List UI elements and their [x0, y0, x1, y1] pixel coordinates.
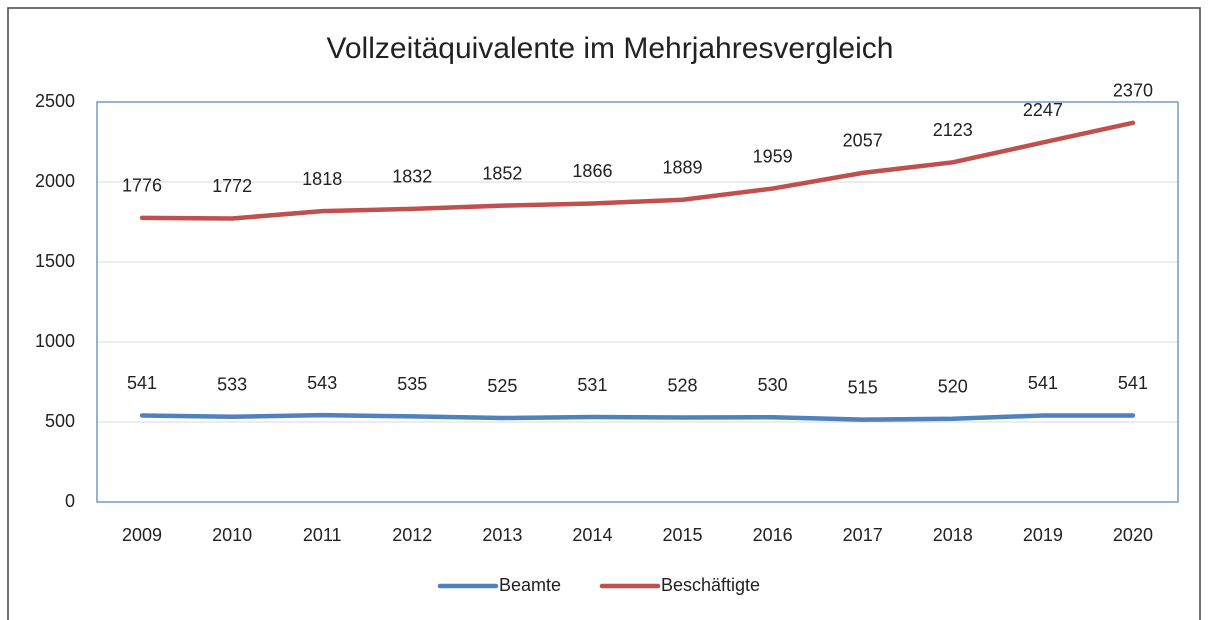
x-tick-label: 2020 — [1113, 525, 1153, 545]
chart-title: Vollzeitäquivalente im Mehrjahresverglei… — [327, 32, 894, 65]
y-tick-label: 500 — [45, 411, 75, 431]
series-line — [139, 120, 1136, 221]
chart-border — [7, 7, 1201, 620]
x-tick-label: 2015 — [663, 525, 703, 545]
data-label: 535 — [397, 374, 427, 394]
x-tick-label: 2013 — [482, 525, 522, 545]
x-tick-label: 2012 — [392, 525, 432, 545]
data-label: 515 — [848, 377, 878, 397]
data-label: 1832 — [392, 167, 432, 187]
series-line — [139, 412, 1136, 422]
x-tick-label: 2014 — [572, 525, 612, 545]
plot-border — [96, 101, 1179, 503]
data-label: 2123 — [933, 120, 973, 140]
data-label: 1772 — [212, 176, 252, 196]
y-tick-label: 2000 — [35, 171, 75, 191]
data-label: 2247 — [1023, 100, 1063, 120]
y-tick-label: 0 — [65, 491, 75, 511]
data-label: 533 — [217, 374, 247, 394]
data-label: 2370 — [1113, 81, 1153, 101]
x-tick-label: 2011 — [303, 525, 342, 545]
data-label: 543 — [307, 373, 337, 393]
x-tick-label: 2016 — [753, 525, 793, 545]
data-label: 1818 — [302, 169, 342, 189]
x-tick-label: 2018 — [933, 525, 973, 545]
y-tick-label: 1500 — [35, 251, 75, 271]
data-label: 1852 — [482, 163, 522, 183]
y-tick-label: 2500 — [35, 91, 75, 111]
data-label: 525 — [487, 376, 517, 396]
data-label: 528 — [668, 375, 698, 395]
data-label: 531 — [577, 375, 607, 395]
y-tick-label: 1000 — [35, 331, 75, 351]
data-label: 1959 — [753, 146, 793, 166]
data-label: 530 — [758, 375, 788, 395]
x-tick-label: 2019 — [1023, 525, 1063, 545]
x-tick-label: 2010 — [212, 525, 252, 545]
data-label: 541 — [1118, 373, 1148, 393]
data-label: 541 — [127, 373, 157, 393]
data-label: 520 — [938, 377, 968, 397]
data-label: 2057 — [843, 131, 883, 151]
data-label: 541 — [1028, 373, 1058, 393]
data-label: 1866 — [572, 161, 612, 181]
data-label: 1776 — [122, 176, 162, 196]
x-tick-label: 2009 — [122, 525, 162, 545]
x-tick-label: 2017 — [843, 525, 883, 545]
legend-label: Beamte — [499, 575, 561, 595]
data-label: 1889 — [663, 158, 703, 178]
legend-label: Beschäftigte — [661, 575, 760, 595]
